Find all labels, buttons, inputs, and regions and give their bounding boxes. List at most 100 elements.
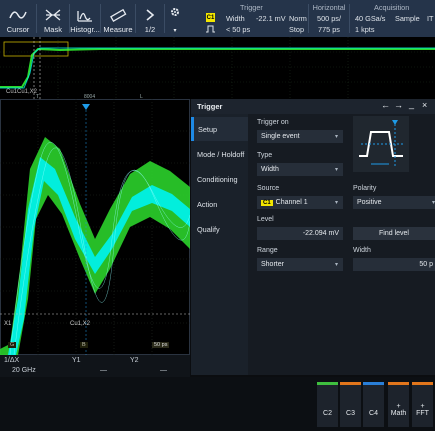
cursor-results-table[interactable]: 1/ΔX Y1 Y2 20 GHz — — <box>0 355 190 377</box>
histogram-button[interactable]: Histogr... <box>70 0 100 37</box>
mask-button[interactable]: Mask <box>37 0 69 37</box>
pulse-width-icon <box>359 120 403 168</box>
minimize-icon[interactable]: _ <box>409 99 415 109</box>
polarity-select[interactable]: Positive ▾ <box>353 196 435 209</box>
table-header: 1/ΔX <box>4 357 20 364</box>
cursor-x1-label: X1 <box>4 321 12 327</box>
dialog-nav: Setup Mode / Holdoff Conditioning Action… <box>191 114 248 375</box>
trigger-source-badge: C1 <box>206 13 215 22</box>
channel-label: Math <box>390 410 407 417</box>
chevron-down-icon: ▾ <box>334 200 338 206</box>
acquisition-extra: IT <box>427 14 434 23</box>
math-button[interactable]: + Math <box>388 382 409 427</box>
width-label: Width <box>353 247 371 254</box>
pulse-icon <box>206 25 215 33</box>
trigger-position-marker <box>82 104 90 110</box>
nav-item-qualify[interactable]: Qualify <box>197 224 220 234</box>
page-indicator: 1/2 <box>144 25 156 34</box>
toolbar: Cursor Mask Histogr... Measure 1/2 ▾ Tri… <box>0 0 435 37</box>
level-input[interactable]: -22.094 mV <box>257 227 343 240</box>
source-value: Channel 1 <box>275 199 308 206</box>
overview-plot <box>0 37 435 99</box>
persistence-cyan <box>8 157 190 355</box>
find-level-button[interactable]: Find level <box>353 227 435 240</box>
level-label: Level <box>257 216 274 223</box>
range-select[interactable]: Shorter ▾ <box>257 258 343 271</box>
cursor-wave-icon <box>9 11 27 19</box>
page-next-button[interactable]: 1/2 <box>136 0 164 37</box>
polarity-label: Polarity <box>353 185 377 192</box>
range-value: Shorter <box>261 261 284 268</box>
zoom-marker: B <box>80 342 88 348</box>
trigger-info-panel[interactable]: Trigger C1 Width -22.1 mV Norm < 50 ps S… <box>200 0 308 37</box>
channel-label: C4 <box>369 410 378 417</box>
channel-c3-button[interactable]: C3 <box>340 382 361 427</box>
zoom-plot <box>0 99 190 355</box>
arrow-left-icon[interactable]: ← <box>381 100 390 110</box>
acquisition-header: Acquisition <box>374 3 410 12</box>
bottom-bar <box>0 377 435 431</box>
trigger-condition: < 50 ps <box>226 25 251 34</box>
measure-button-label: Measure <box>103 25 133 34</box>
acquisition-info-panel[interactable]: Acquisition 40 GSa/s Sample IT 1 kpts <box>350 0 435 37</box>
width-value: 50 p <box>419 261 433 268</box>
fft-button[interactable]: + FFT <box>412 382 433 427</box>
nav-item-conditioning[interactable]: Conditioning <box>197 174 238 184</box>
range-label: Range <box>257 247 278 254</box>
nav-item-setup[interactable]: Setup <box>191 117 248 141</box>
chevron-down-icon: ▾ <box>334 134 338 140</box>
overview-marker: L <box>140 94 143 100</box>
cursor-button-label: Cursor <box>6 25 30 34</box>
trigger-mode: Norm <box>289 14 307 23</box>
nav-item-action[interactable]: Action <box>197 199 218 209</box>
channel-c2-button[interactable]: C2 <box>317 382 338 427</box>
chevron-down-icon: ▾ <box>334 262 338 268</box>
source-select[interactable]: C1 Channel 1 ▾ <box>257 196 343 209</box>
width-pulse-preview <box>353 116 409 172</box>
cursor-button[interactable]: Cursor <box>0 0 36 37</box>
zoom-waveform-area[interactable]: X1 Cu1,X2 G B 50 ps <box>0 99 190 355</box>
settings-button[interactable]: ▾ <box>165 0 185 37</box>
type-select[interactable]: Width ▾ <box>257 163 343 176</box>
source-label: Source <box>257 185 280 192</box>
channel-label: FFT <box>416 410 429 417</box>
mask-button-label: Mask <box>44 25 62 34</box>
trigger-type: Width <box>226 14 245 23</box>
table-header: Y2 <box>130 357 139 364</box>
trigger-on-select[interactable]: Single event ▾ <box>257 130 343 143</box>
arrow-right-icon[interactable]: → <box>394 100 403 110</box>
table-header: Y1 <box>72 357 81 364</box>
toolbar-separator <box>36 4 37 33</box>
acquisition-rate: 40 GSa/s <box>355 14 386 23</box>
channel-c4-button[interactable]: C4 <box>363 382 384 427</box>
overview-marker: 8004 <box>84 94 96 100</box>
overview-waveform-area[interactable]: Cu1Cu1,X2 T 8004 L <box>0 37 435 100</box>
toolbar-separator <box>349 4 350 33</box>
histogram-button-label: Histogr... <box>70 25 100 34</box>
histogram-icon <box>77 11 92 22</box>
acquisition-points: 1 kpts <box>355 25 375 34</box>
dialog-titlebar[interactable]: Trigger ← → _ × <box>191 99 435 114</box>
measure-button[interactable]: Measure <box>101 0 135 37</box>
trigger-on-label: Trigger on <box>257 119 289 126</box>
horizontal-scale: 500 ps/ <box>317 14 341 23</box>
type-value: Width <box>261 166 279 173</box>
acquisition-mode: Sample <box>395 14 420 23</box>
polarity-value: Positive <box>357 199 382 206</box>
channel-color-bar <box>412 382 433 385</box>
table-cell: 20 GHz <box>12 367 36 374</box>
width-input[interactable]: 50 p <box>353 258 435 271</box>
channel-color-bar <box>388 382 409 385</box>
horizontal-info-panel[interactable]: Horizontal 500 ps/ 775 ps <box>309 0 349 37</box>
horizontal-header: Horizontal <box>312 3 346 12</box>
close-icon[interactable]: × <box>422 100 428 110</box>
nav-item-mode-holdoff[interactable]: Mode / Holdoff <box>197 149 245 159</box>
trigger-on-value: Single event <box>261 133 300 140</box>
channel1-badge: C1 <box>261 199 273 206</box>
toolbar-separator <box>308 4 309 33</box>
trigger-level: -22.1 mV <box>256 14 286 23</box>
level-value: -22.094 mV <box>302 230 339 237</box>
toolbar-separator <box>100 4 101 33</box>
trigger-dialog: Trigger ← → _ × Setup Mode / Holdoff Con… <box>191 99 435 375</box>
toolbar-separator <box>135 4 136 33</box>
